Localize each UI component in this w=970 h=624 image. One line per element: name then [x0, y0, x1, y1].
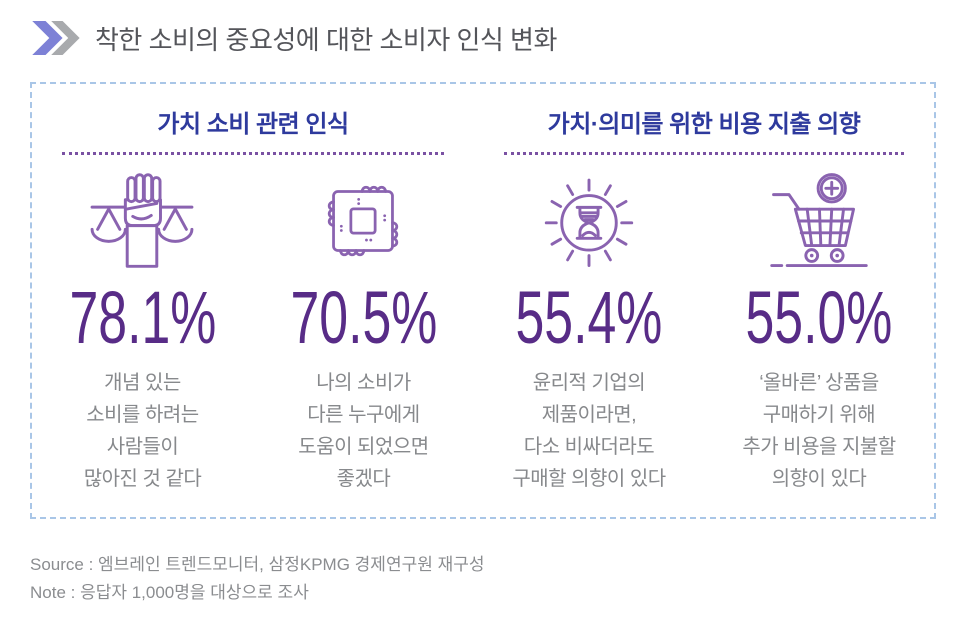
section-value-consumption: 가치 소비 관련 인식 — [32, 84, 474, 517]
cart-plus-icon — [770, 173, 868, 267]
desc-line: 사람들이 — [106, 436, 179, 458]
stat-description: ‘올바른’ 상품을 구매하기 위해 추가 비용을 지불할 의향이 있다 — [704, 367, 934, 495]
stat-card: 78.1% 개념 있는 소비를 하려는 사람들이 많아진 것 같다 — [32, 171, 253, 495]
stat-description: 나의 소비가 다른 누구에게 도움이 되었으면 좋겠다 — [253, 367, 474, 495]
source-note: Source : 엠브레인 트렌드모니터, 삼정KPMG 경제연구원 재구성 N… — [30, 551, 970, 607]
hourglass-rays-icon — [544, 178, 634, 267]
desc-line: 다른 누구에게 — [307, 404, 420, 426]
desc-line: 윤리적 기업의 — [532, 372, 646, 394]
stat-card: 55.4% 윤리적 기업의 제품이라면, 다소 비싸더라도 구매할 의향이 있다 — [474, 171, 704, 495]
source-text: Source : 엠브레인 트렌드모니터, 삼정KPMG 경제연구원 재구성 — [30, 555, 485, 574]
stat-description: 윤리적 기업의 제품이라면, 다소 비싸더라도 구매할 의향이 있다 — [474, 367, 704, 495]
desc-line: 개념 있는 — [104, 372, 181, 394]
desc-line: 많아진 것 같다 — [83, 468, 202, 490]
stat-card: 55.0% ‘올바른’ 상품을 구매하기 위해 추가 비용을 지불할 의향이 있… — [704, 171, 934, 495]
stat-card: 70.5% 나의 소비가 다른 누구에게 도움이 되었으면 좋겠다 — [253, 171, 474, 495]
desc-line: 구매할 의향이 있다 — [512, 468, 666, 490]
page-header: 착한 소비의 중요성에 대한 소비자 인식 변화 — [0, 0, 970, 58]
stat-value: 55.0% — [745, 276, 893, 359]
stat-value: 55.4% — [515, 276, 663, 359]
dotted-divider — [62, 152, 444, 155]
page-title: 착한 소비의 중요성에 대한 소비자 인식 변화 — [95, 24, 557, 55]
desc-line: 도움이 되었으면 — [298, 436, 429, 458]
section-spending-intent: 가치·의미를 위한 비용 지출 의향 — [474, 84, 934, 517]
section-title: 가치 소비 관련 인식 — [157, 111, 349, 138]
stat-description: 개념 있는 소비를 하려는 사람들이 많아진 것 같다 — [32, 367, 253, 495]
desc-line: 좋겠다 — [336, 468, 391, 490]
stat-value: 70.5% — [290, 276, 437, 359]
desc-line: 제품이라면, — [541, 404, 637, 426]
desc-line: 추가 비용을 지불할 — [742, 436, 896, 458]
note-text: Note : 응답자 1,000명을 대상으로 조사 — [30, 583, 309, 602]
joined-hands-icon — [328, 185, 399, 257]
stat-value: 78.1% — [69, 276, 216, 359]
desc-line: 구매하기 위해 — [762, 404, 876, 426]
fist-balance-scale-icon — [91, 173, 194, 268]
desc-line: 소비를 하려는 — [86, 404, 199, 426]
dotted-divider — [503, 152, 904, 155]
double-chevron-icon — [32, 20, 80, 56]
desc-line: 의향이 있다 — [771, 468, 867, 490]
desc-line: ‘올바른’ 상품을 — [759, 372, 879, 394]
perception-panel: 가치 소비 관련 인식 — [30, 82, 936, 519]
section-title: 가치·의미를 위한 비용 지출 의향 — [547, 111, 861, 138]
desc-line: 나의 소비가 — [316, 372, 411, 394]
desc-line: 다소 비싸더라도 — [523, 436, 655, 458]
